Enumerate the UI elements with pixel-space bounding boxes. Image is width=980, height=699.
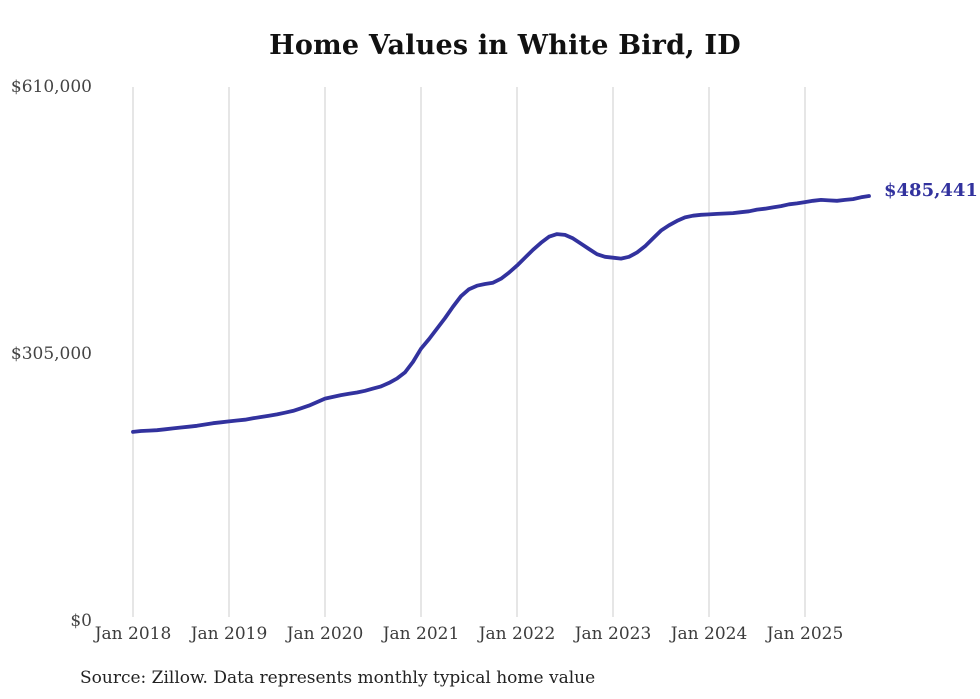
x-tick-label: Jan 2020 (286, 624, 364, 644)
home-value-line (131, 194, 871, 434)
x-tick-label: Jan 2024 (670, 624, 748, 644)
gridlines (132, 87, 806, 617)
x-tick-label: Jan 2021 (382, 624, 460, 644)
y-tick-label: $610,000 (10, 77, 92, 97)
y-tick-label: $0 (70, 611, 92, 631)
x-tick-label: Jan 2022 (478, 624, 556, 644)
x-tick-label: Jan 2025 (766, 624, 844, 644)
x-tick-label: Jan 2018 (94, 624, 172, 644)
source-note: Source: Zillow. Data represents monthly … (80, 668, 596, 688)
x-tick-label: Jan 2023 (574, 624, 652, 644)
x-tick-label: Jan 2019 (190, 624, 268, 644)
latest-value-label: $485,441 (884, 180, 978, 202)
chart-title: Home Values in White Bird, ID (269, 30, 741, 61)
y-tick-label: $305,000 (10, 344, 92, 364)
